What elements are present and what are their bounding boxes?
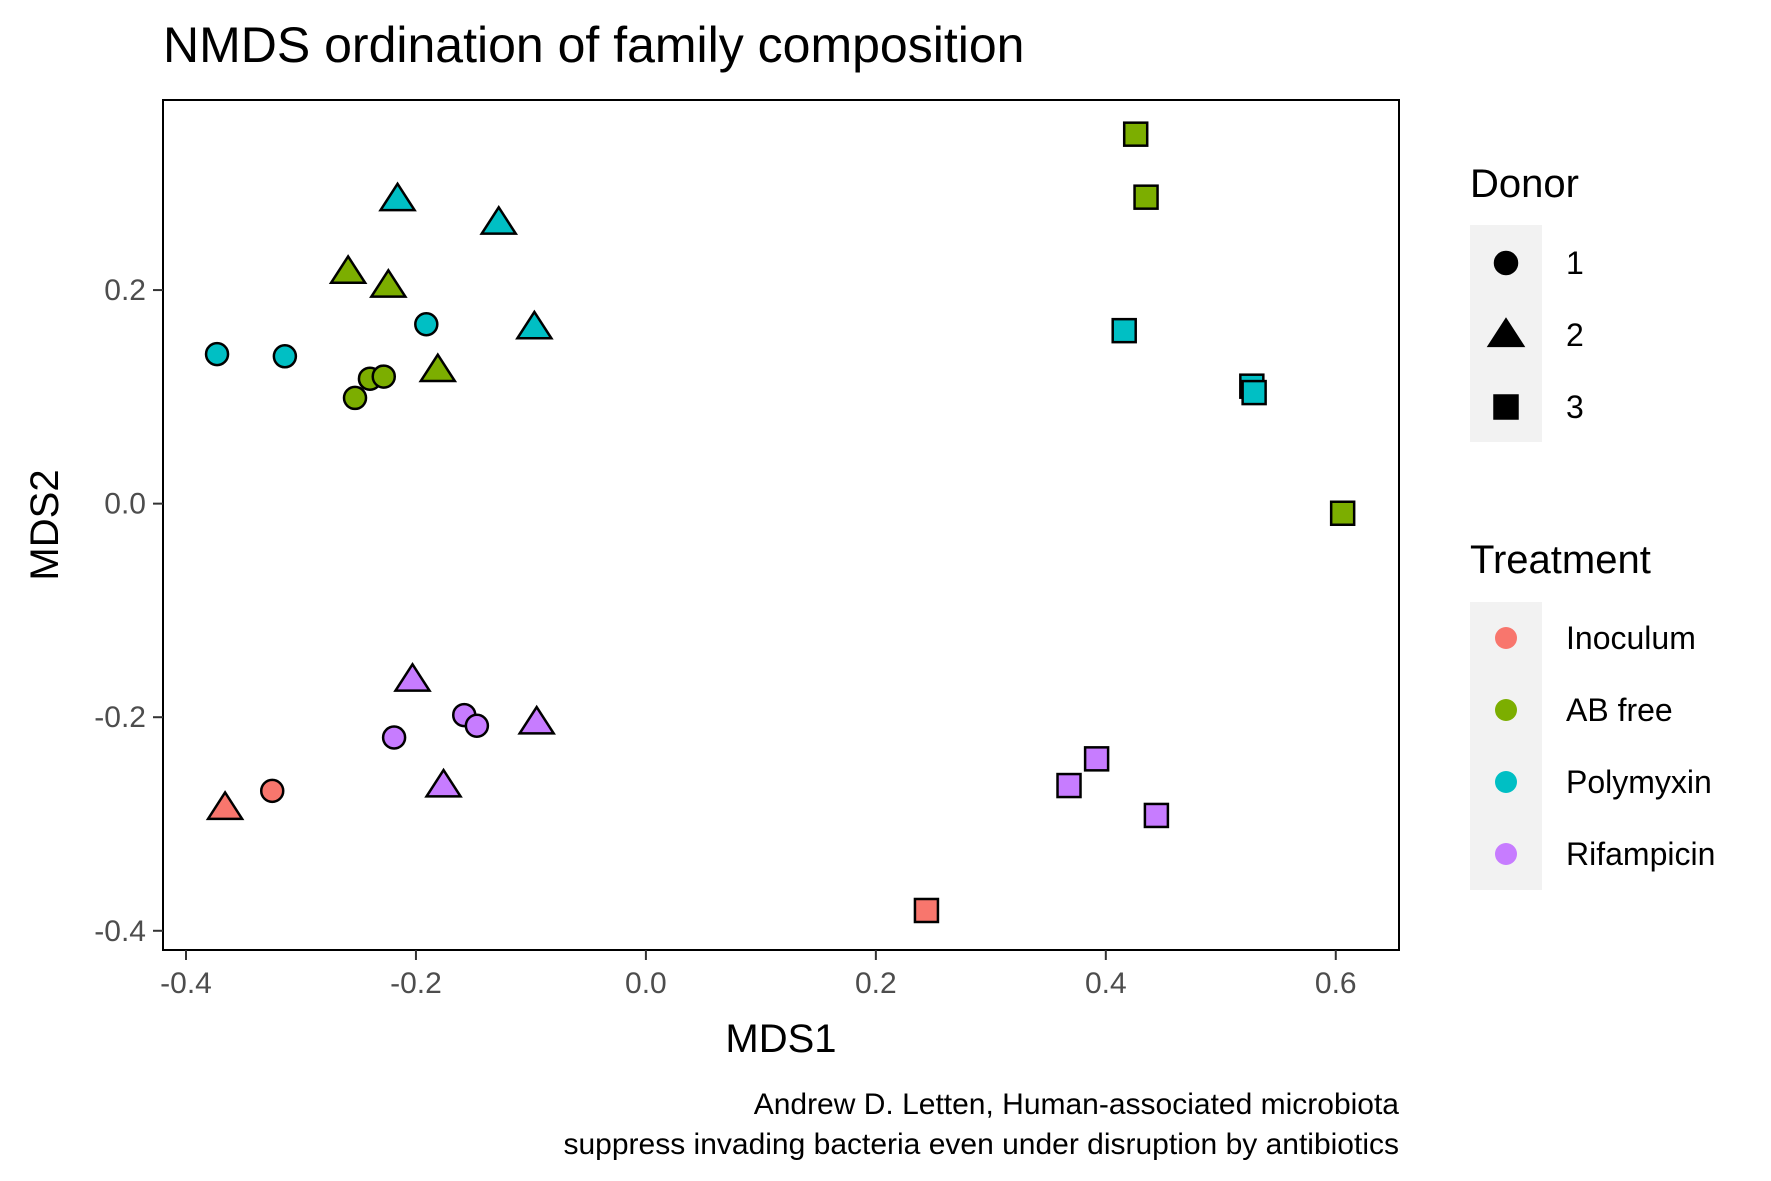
legend-treatment: Treatment Inoculum AB free Polymyxin Rifamp…	[1470, 538, 1715, 890]
x-axis: -0.4 -0.2 0.0 0.2 0.4 0.6	[160, 950, 1357, 1000]
data-point	[393, 662, 432, 692]
legend-donor-key	[1486, 317, 1526, 348]
y-axis-title: MDS2	[23, 469, 67, 580]
data-point	[378, 181, 417, 212]
x-tick-label: 0.0	[625, 967, 667, 1000]
y-tick-label: -0.2	[94, 701, 146, 734]
x-tick-label: 0.4	[1085, 967, 1127, 1000]
data-point	[913, 897, 940, 924]
data-point	[369, 267, 408, 298]
data-point	[1122, 121, 1149, 147]
plot-panel-border	[162, 99, 1400, 951]
data-point	[424, 767, 463, 798]
data-point	[414, 311, 439, 337]
data-point	[464, 713, 490, 739]
legend-treatment-label: Polymyxin	[1566, 764, 1712, 800]
data-point	[418, 352, 458, 383]
data-point	[342, 385, 368, 411]
legend-treatment-key-background	[1470, 602, 1542, 890]
legend-donor-label: 2	[1566, 317, 1584, 353]
data-point	[1133, 184, 1159, 210]
legend-donor-key	[1493, 250, 1519, 276]
plot-panel	[162, 99, 1400, 951]
legend-treatment-key	[1495, 843, 1517, 865]
legend-treatment-title: Treatment	[1470, 538, 1651, 582]
legend-donor-key	[1493, 394, 1519, 420]
chart-title: NMDS ordination of family composition	[163, 17, 1024, 73]
data-point	[328, 254, 368, 285]
data-point	[371, 364, 397, 389]
x-tick-label: 0.6	[1315, 967, 1357, 1000]
y-tick-label: 0.0	[104, 488, 146, 521]
x-tick-label: 0.2	[855, 967, 897, 1000]
legend-treatment-label: AB free	[1566, 692, 1673, 728]
data-point	[1143, 802, 1170, 829]
data-point	[515, 309, 554, 340]
data-point	[259, 778, 285, 804]
data-point	[517, 704, 556, 735]
legend-donor-label: 1	[1566, 245, 1584, 281]
data-point	[272, 344, 298, 369]
data-point	[1111, 317, 1137, 344]
legend-treatment-key	[1495, 771, 1517, 793]
y-tick-label: 0.2	[104, 274, 146, 307]
data-point	[204, 341, 230, 367]
caption-line-2: suppress invading bacteria even under di…	[563, 1128, 1399, 1161]
legend-treatment-label: Inoculum	[1566, 620, 1696, 656]
legend-donor-title: Donor	[1470, 162, 1579, 206]
data-point	[479, 204, 519, 235]
caption-line-1: Andrew D. Letten, Human-associated micro…	[754, 1088, 1400, 1121]
data-point	[1241, 379, 1267, 406]
y-tick-label: -0.4	[94, 915, 146, 948]
data-point	[205, 790, 245, 821]
y-axis: -0.4 -0.2 0.0 0.2	[94, 274, 163, 948]
legend-treatment-key	[1495, 627, 1517, 649]
x-axis-title: MDS1	[725, 1017, 836, 1061]
legend-treatment-label: Rifampicin	[1566, 836, 1715, 872]
data-points	[204, 121, 1356, 924]
x-tick-label: -0.2	[390, 967, 442, 1000]
x-tick-label: -0.4	[160, 967, 212, 1000]
data-point	[381, 725, 407, 750]
legend-treatment-key	[1495, 699, 1517, 721]
data-point	[1329, 500, 1356, 527]
data-point	[1056, 772, 1082, 799]
legend-donor: Donor 1 2 3	[1470, 162, 1584, 442]
data-point	[1083, 746, 1110, 772]
legend-donor-label: 3	[1566, 389, 1584, 425]
